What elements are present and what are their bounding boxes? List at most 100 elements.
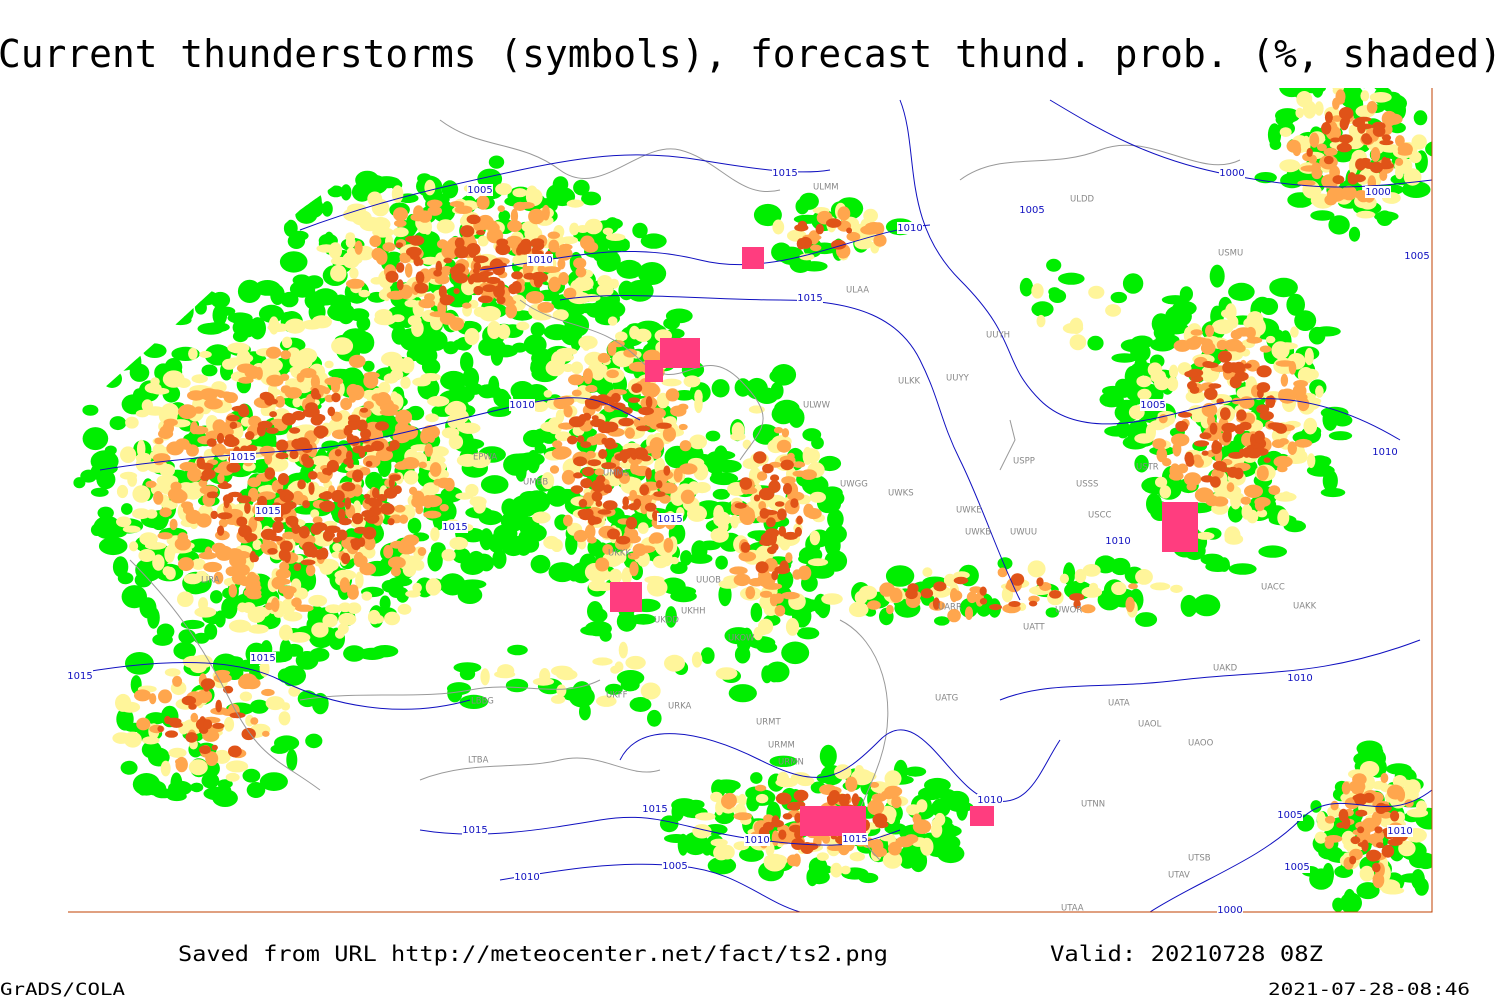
shade-cell: [1220, 407, 1231, 421]
shade-cell: [1059, 573, 1069, 584]
station-label: UAKK: [1293, 602, 1317, 612]
shade-cell: [292, 397, 302, 408]
shade-cell: [625, 447, 638, 455]
shade-cell: [358, 537, 366, 547]
shade-cell: [1258, 545, 1287, 558]
shade-cell: [800, 261, 828, 272]
shade-cell: [488, 155, 505, 169]
shade-cell: [888, 841, 902, 856]
shade-cell: [937, 788, 956, 800]
shade-cell: [242, 768, 261, 783]
shade-cell: [249, 699, 269, 714]
shade-cell: [630, 461, 639, 475]
shade-cell: [1357, 122, 1366, 134]
shade-cell: [433, 269, 442, 277]
shade-cell: [388, 582, 405, 598]
shade-cell: [543, 390, 553, 398]
shade-cell: [1324, 815, 1336, 824]
shade-cell: [777, 569, 794, 590]
shade-cell: [203, 719, 213, 730]
shade-cell: [279, 251, 308, 273]
shade-cell: [278, 585, 297, 595]
shade-cell: [425, 413, 439, 423]
shade-cell: [415, 271, 425, 284]
shade-cell: [1069, 334, 1087, 351]
shade-cell: [308, 482, 315, 495]
shade-cell: [325, 604, 342, 614]
shade-cell: [582, 466, 595, 477]
station-label: USCC: [1088, 511, 1112, 521]
shade-cell: [934, 616, 950, 626]
shade-cell: [422, 482, 440, 496]
shade-cell: [162, 370, 185, 388]
shade-cell: [116, 516, 132, 528]
station-label: UAOL: [1138, 720, 1162, 730]
shade-cell: [429, 462, 442, 477]
shade-cell: [459, 694, 488, 710]
shade-cell: [225, 656, 244, 666]
shade-cell: [561, 469, 576, 485]
shade-cell: [193, 632, 210, 644]
shade-cell: [157, 532, 173, 540]
shade-cell: [301, 453, 310, 464]
station-label: USMU: [1218, 249, 1243, 259]
shade-cell: [661, 378, 682, 387]
station-label: UMBB: [523, 478, 548, 488]
shade-cell: [579, 703, 591, 721]
shade-cell: [773, 427, 784, 434]
shade-cell: [1271, 439, 1285, 449]
shade-cell: [259, 445, 275, 457]
shade-cell: [180, 619, 205, 630]
shade-cell: [422, 495, 434, 509]
shade-cell: [1196, 531, 1215, 540]
shade-cell: [145, 712, 167, 725]
shade-cell: [361, 591, 373, 601]
shade-cell: [711, 469, 723, 484]
shade-cell: [537, 265, 546, 273]
shade-cell: [815, 223, 824, 235]
shade-cell: [1137, 388, 1152, 400]
shade-cell: [344, 424, 361, 431]
shade-cell: [767, 546, 777, 555]
shade-cell: [198, 597, 209, 611]
shade-cell: [300, 559, 316, 566]
shade-cell: [800, 469, 817, 480]
isobar-label: 1010: [897, 223, 922, 234]
shade-cell: [246, 782, 266, 798]
isobar-label: 1015: [67, 671, 92, 682]
shade-cell: [554, 431, 572, 442]
shade-cell: [420, 373, 442, 382]
shade-cell: [1058, 272, 1085, 285]
shade-cell: [802, 428, 822, 442]
shade-cell: [512, 188, 528, 198]
shade-cell: [591, 479, 605, 493]
shade-cell: [771, 242, 792, 262]
shade-cell: [827, 509, 844, 530]
shade-cell: [759, 590, 773, 598]
shade-cell: [931, 798, 951, 818]
shade-cell: [343, 645, 366, 662]
shade-cell: [1157, 371, 1167, 387]
shade-cell: [358, 289, 371, 298]
shade-cell: [331, 489, 345, 503]
shade-cell: [573, 472, 583, 479]
shade-cell: [289, 632, 311, 643]
shade-cell: [571, 681, 592, 704]
shade-cell: [542, 266, 561, 273]
shade-cell: [460, 250, 469, 258]
shade-cell: [1359, 865, 1375, 882]
shade-cell: [863, 208, 878, 223]
shade-cell: [634, 328, 652, 342]
shade-cell: [1304, 368, 1319, 381]
shade-cell: [201, 772, 220, 789]
shade-cell: [420, 429, 431, 444]
shade-cell: [810, 244, 822, 252]
shade-cell: [680, 550, 693, 566]
shade-cell: [1356, 210, 1376, 219]
shade-cell: [1246, 336, 1263, 344]
shade-cell: [486, 340, 506, 352]
shade-cell: [129, 541, 139, 552]
shade-cell: [73, 477, 86, 489]
shade-cell: [679, 440, 692, 452]
shade-cell: [787, 854, 800, 867]
